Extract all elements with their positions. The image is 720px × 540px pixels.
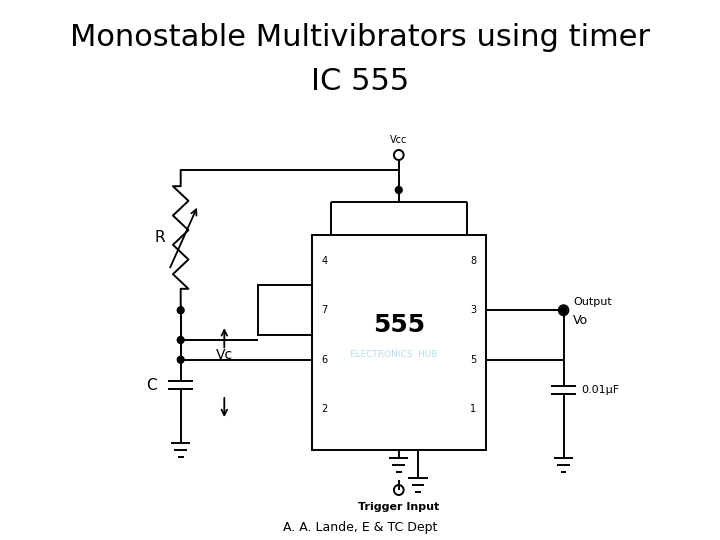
Text: 4: 4 — [321, 256, 328, 266]
Bar — [258, 285, 312, 335]
Text: R: R — [154, 230, 165, 245]
Text: 2: 2 — [321, 404, 328, 414]
Circle shape — [395, 186, 402, 193]
Text: 8: 8 — [470, 256, 477, 266]
Text: Trigger Input: Trigger Input — [358, 502, 439, 512]
Circle shape — [177, 356, 184, 363]
Text: A. A. Lande, E & TC Dept: A. A. Lande, E & TC Dept — [283, 522, 437, 535]
Text: 7: 7 — [321, 305, 328, 315]
Text: ELECTRONICS  HUB: ELECTRONICS HUB — [350, 350, 438, 359]
Text: 0.01μF: 0.01μF — [581, 385, 619, 395]
Text: 1: 1 — [470, 404, 477, 414]
Text: Vo: Vo — [573, 314, 588, 327]
Text: IC 555: IC 555 — [311, 68, 409, 97]
Text: Vc: Vc — [216, 348, 233, 362]
Bar — [312, 235, 486, 450]
Text: 555: 555 — [373, 313, 425, 336]
Circle shape — [177, 307, 184, 314]
Text: C: C — [146, 377, 157, 393]
Circle shape — [560, 307, 567, 314]
Text: 6: 6 — [321, 355, 328, 365]
Text: 3: 3 — [470, 305, 477, 315]
Text: 5: 5 — [470, 355, 477, 365]
Text: Vcc: Vcc — [390, 135, 408, 145]
Text: Monostable Multivibrators using timer: Monostable Multivibrators using timer — [70, 24, 650, 52]
Circle shape — [177, 336, 184, 343]
Text: Output: Output — [573, 297, 612, 307]
